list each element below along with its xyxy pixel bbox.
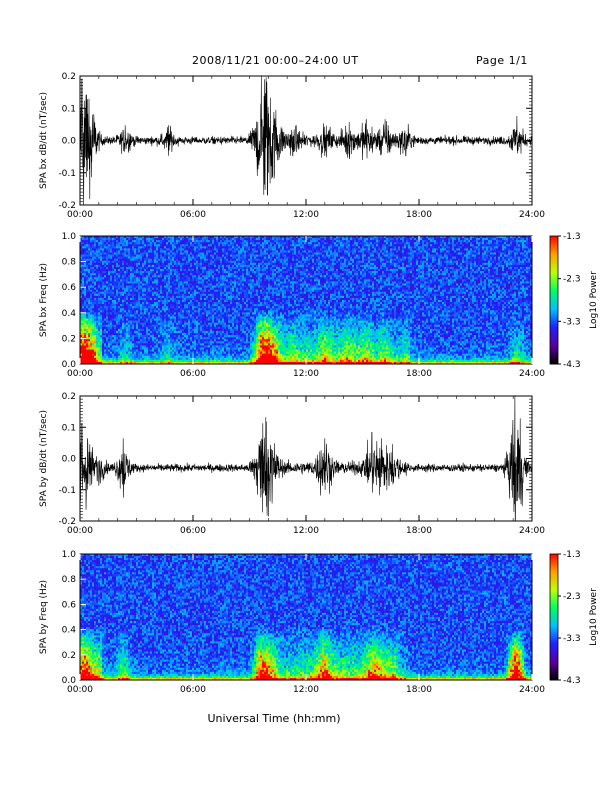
x-tick-label: 00:00	[67, 210, 93, 220]
y-tick-label: 0.2	[62, 72, 76, 82]
y-tick-label: 0.1	[62, 104, 76, 114]
y-tick-label: -0.1	[58, 169, 76, 179]
x-tick-label: 24:00	[519, 210, 545, 220]
x-tick-label: 12:00	[293, 210, 319, 220]
y-axis-label: SPA bx dB/dt (nT/sec)	[39, 92, 49, 189]
signal-trace	[80, 76, 532, 205]
x-tick-label: 18:00	[406, 210, 432, 220]
x-tick-label: 06:00	[180, 210, 206, 220]
panel-2	[80, 236, 532, 364]
y-tick-label: 0.0	[62, 137, 77, 147]
panel-1	[80, 76, 532, 205]
